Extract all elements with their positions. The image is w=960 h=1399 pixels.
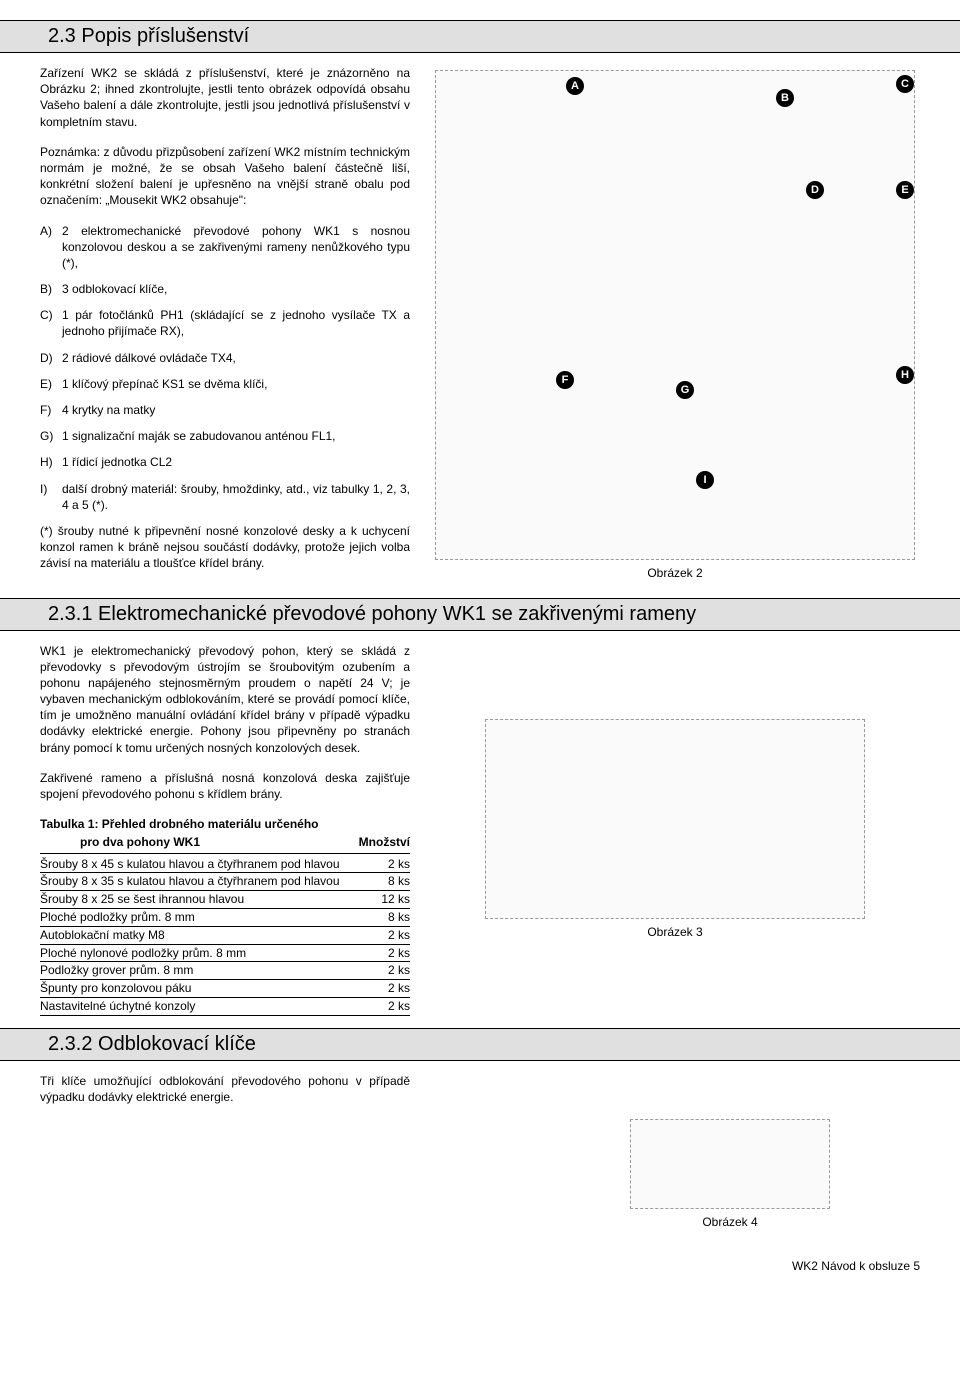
figure-marker: G [676, 381, 694, 399]
table1-cell-qty: 8 ks [340, 909, 410, 927]
sec23-para2: Poznámka: z důvodu přizpůsobení zařízení… [40, 144, 410, 209]
list-letter: F) [40, 402, 62, 418]
figure-marker: E [896, 181, 914, 199]
sec23-footnote: (*) šrouby nutné k připevnění nosné konz… [40, 523, 410, 572]
list-text: 2 elektromechanické převodové pohony WK1… [62, 223, 410, 272]
section-2-3-title: Popis příslušenství [81, 25, 249, 47]
table1-cell-qty: 2 ks [340, 962, 410, 980]
sec23-list-item: I)další drobný materiál: šrouby, hmoždin… [40, 481, 410, 513]
table1-row: Ploché podložky prům. 8 mm8 ks [40, 909, 410, 927]
section-2-3-2-number: 2.3.2 [48, 1033, 92, 1055]
list-letter: G) [40, 428, 62, 444]
figure-4 [630, 1119, 830, 1209]
sec231-para2: Zakřivené rameno a příslušná nosná konzo… [40, 770, 410, 802]
list-letter: C) [40, 307, 62, 339]
table1-cell-qty: 2 ks [340, 945, 410, 963]
table1-subhead-right: Množství [340, 834, 410, 850]
table1-cell-qty: 2 ks [340, 998, 410, 1016]
sec23-list-item: D)2 rádiové dálkové ovládače TX4, [40, 350, 410, 366]
list-letter: D) [40, 350, 62, 366]
figure-marker: C [896, 75, 914, 93]
list-letter: H) [40, 454, 62, 470]
table1-row: Šrouby 8 x 35 s kulatou hlavou a čtyřhra… [40, 873, 410, 891]
table1-cell-qty: 2 ks [340, 927, 410, 945]
section-2-3-2-header: 2.3.2 Odblokovací klíče [0, 1028, 960, 1061]
list-text: 1 řídicí jednotka CL2 [62, 454, 410, 470]
table1-cell-item: Autoblokační matky M8 [40, 927, 340, 945]
list-letter: E) [40, 376, 62, 392]
section-2-3-2-title: Odblokovací klíče [98, 1033, 256, 1055]
table1-cell-item: Podložky grover prům. 8 mm [40, 962, 340, 980]
table1-cell-qty: 8 ks [340, 873, 410, 891]
section-2-3-number: 2.3 [48, 25, 76, 47]
table1-cell-item: Šrouby 8 x 45 s kulatou hlavou a čtyřhra… [40, 856, 340, 874]
sec23-list-item: H)1 řídicí jednotka CL2 [40, 454, 410, 470]
list-text: 1 signalizační maják se zabudovanou anté… [62, 428, 410, 444]
table1-cell-item: Nastavitelné úchytné konzoly [40, 998, 340, 1016]
table1-cell-item: Ploché nylonové podložky prům. 8 mm [40, 945, 340, 963]
sec23-list-item: C)1 pár fotočlánků PH1 (skládající se z … [40, 307, 410, 339]
figure-marker: F [556, 371, 574, 389]
table1-cell-item: Šrouby 8 x 35 s kulatou hlavou a čtyřhra… [40, 873, 340, 891]
figure-marker: H [896, 366, 914, 384]
section-2-3-header: 2.3 Popis příslušenství [0, 20, 960, 53]
table1-subhead-left: pro dva pohony WK1 [40, 834, 340, 850]
figure-marker: A [566, 77, 584, 95]
sec23-list-item: A)2 elektromechanické převodové pohony W… [40, 223, 410, 272]
figure-3-caption: Obrázek 3 [647, 925, 702, 939]
table1-row: Ploché nylonové podložky prům. 8 mm2 ks [40, 945, 410, 963]
list-text: 1 pár fotočlánků PH1 (skládající se z je… [62, 307, 410, 339]
figure-4-caption: Obrázek 4 [630, 1215, 830, 1229]
figure-marker: D [806, 181, 824, 199]
table1-title: Tabulka 1: Přehled drobného materiálu ur… [40, 816, 410, 832]
figure-marker: I [696, 471, 714, 489]
table1-row: Šrouby 8 x 25 se šest ihrannou hlavou12 … [40, 891, 410, 909]
figure-2-caption: Obrázek 2 [647, 566, 702, 580]
table1-row: Nastavitelné úchytné konzoly2 ks [40, 998, 410, 1016]
table1-row: Podložky grover prům. 8 mm2 ks [40, 962, 410, 980]
list-text: 1 klíčový přepínač KS1 se dvěma klíči, [62, 376, 410, 392]
table1-cell-qty: 12 ks [340, 891, 410, 909]
sec23-list-item: E)1 klíčový přepínač KS1 se dvěma klíči, [40, 376, 410, 392]
sec23-para1: Zařízení WK2 se skládá z příslušenství, … [40, 65, 410, 130]
sec23-list-item: F)4 krytky na matky [40, 402, 410, 418]
figure-marker: B [776, 89, 794, 107]
table1-cell-item: Špunty pro konzolovou páku [40, 980, 340, 998]
list-text: 2 rádiové dálkové ovládače TX4, [62, 350, 410, 366]
list-letter: I) [40, 481, 62, 513]
list-text: 3 odblokovací klíče, [62, 281, 410, 297]
section-2-3-1-header: 2.3.1 Elektromechanické převodové pohony… [0, 598, 960, 631]
sec232-para1: Tři klíče umožňující odblokování převodo… [40, 1073, 410, 1105]
section-2-3-1-number: 2.3.1 [48, 603, 92, 625]
figure-2: A B C D E F G H I [435, 70, 915, 560]
list-text: 4 krytky na matky [62, 402, 410, 418]
table1-row: Špunty pro konzolovou páku2 ks [40, 980, 410, 998]
sec231-para1: WK1 je elektromechanický převodový pohon… [40, 643, 410, 756]
table1-cell-item: Šrouby 8 x 25 se šest ihrannou hlavou [40, 891, 340, 909]
table1-cell-item: Ploché podložky prům. 8 mm [40, 909, 340, 927]
figure-3 [485, 719, 865, 919]
page-footer: WK2 Návod k obsluze 5 [0, 1251, 960, 1285]
sec23-list-item: B)3 odblokovací klíče, [40, 281, 410, 297]
list-letter: A) [40, 223, 62, 272]
list-text: další drobný materiál: šrouby, hmoždinky… [62, 481, 410, 513]
table1-cell-qty: 2 ks [340, 980, 410, 998]
table1-row: Šrouby 8 x 45 s kulatou hlavou a čtyřhra… [40, 856, 410, 874]
table1-cell-qty: 2 ks [340, 856, 410, 874]
table1-row: Autoblokační matky M82 ks [40, 927, 410, 945]
section-2-3-1-title: Elektromechanické převodové pohony WK1 s… [98, 603, 696, 625]
list-letter: B) [40, 281, 62, 297]
sec23-list-item: G)1 signalizační maják se zabudovanou an… [40, 428, 410, 444]
